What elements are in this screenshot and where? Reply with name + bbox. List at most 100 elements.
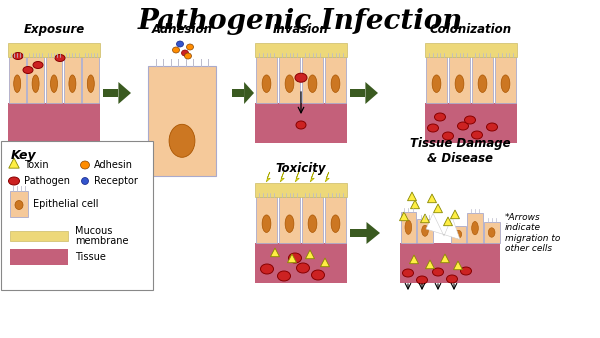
Polygon shape xyxy=(454,261,463,270)
Text: Mucous
membrane: Mucous membrane xyxy=(75,225,128,246)
Text: *Arrows
indicate
migration to
other cells: *Arrows indicate migration to other cell… xyxy=(505,213,560,253)
Polygon shape xyxy=(244,82,254,104)
Ellipse shape xyxy=(501,75,510,92)
FancyBboxPatch shape xyxy=(484,222,500,243)
Ellipse shape xyxy=(32,75,39,92)
Ellipse shape xyxy=(82,177,89,185)
FancyBboxPatch shape xyxy=(325,57,346,103)
Ellipse shape xyxy=(14,75,20,92)
Polygon shape xyxy=(325,172,329,182)
Ellipse shape xyxy=(185,53,191,59)
FancyBboxPatch shape xyxy=(46,57,62,103)
Polygon shape xyxy=(425,260,434,269)
Ellipse shape xyxy=(434,113,445,121)
FancyBboxPatch shape xyxy=(256,57,277,103)
Polygon shape xyxy=(421,214,430,223)
Text: Pathogenic Infection: Pathogenic Infection xyxy=(137,8,463,35)
Bar xyxy=(255,243,347,283)
Ellipse shape xyxy=(446,275,458,283)
FancyBboxPatch shape xyxy=(256,197,277,243)
Text: Adhesion: Adhesion xyxy=(151,23,212,36)
FancyBboxPatch shape xyxy=(279,197,300,243)
Text: Epithelial cell: Epithelial cell xyxy=(33,199,98,209)
Ellipse shape xyxy=(88,75,94,92)
Ellipse shape xyxy=(403,269,413,277)
Text: Tissue Damage
& Disease: Tissue Damage & Disease xyxy=(410,137,511,165)
Bar xyxy=(255,183,347,197)
Ellipse shape xyxy=(308,75,317,92)
Polygon shape xyxy=(451,210,460,219)
Ellipse shape xyxy=(169,124,195,157)
Ellipse shape xyxy=(433,268,443,276)
Bar xyxy=(350,89,365,97)
Bar xyxy=(103,89,118,97)
FancyBboxPatch shape xyxy=(10,191,28,217)
Ellipse shape xyxy=(427,124,439,132)
Ellipse shape xyxy=(173,47,179,53)
Polygon shape xyxy=(443,217,452,226)
Polygon shape xyxy=(287,254,296,263)
Ellipse shape xyxy=(422,225,428,236)
Polygon shape xyxy=(426,213,460,240)
Ellipse shape xyxy=(182,50,188,56)
FancyBboxPatch shape xyxy=(325,197,346,243)
FancyBboxPatch shape xyxy=(64,57,81,103)
Ellipse shape xyxy=(262,75,271,92)
Ellipse shape xyxy=(55,54,65,62)
Polygon shape xyxy=(367,222,380,244)
Ellipse shape xyxy=(464,116,476,124)
FancyBboxPatch shape xyxy=(148,66,216,176)
Ellipse shape xyxy=(308,215,317,233)
Text: Key: Key xyxy=(11,149,37,162)
Text: Toxin: Toxin xyxy=(24,160,49,170)
Ellipse shape xyxy=(331,215,340,233)
Ellipse shape xyxy=(277,271,290,281)
FancyBboxPatch shape xyxy=(417,218,433,243)
Text: Toxicity: Toxicity xyxy=(276,162,326,175)
Polygon shape xyxy=(365,82,378,104)
Bar xyxy=(425,103,517,143)
Text: Receptor: Receptor xyxy=(94,176,138,186)
Polygon shape xyxy=(280,172,284,182)
FancyBboxPatch shape xyxy=(451,225,466,243)
FancyBboxPatch shape xyxy=(9,57,26,103)
Polygon shape xyxy=(295,172,299,182)
Polygon shape xyxy=(440,254,449,263)
Ellipse shape xyxy=(8,177,19,185)
Polygon shape xyxy=(409,255,419,264)
Ellipse shape xyxy=(295,73,307,82)
Ellipse shape xyxy=(478,75,487,92)
Ellipse shape xyxy=(15,200,23,210)
FancyBboxPatch shape xyxy=(449,57,470,103)
Ellipse shape xyxy=(289,253,302,263)
Ellipse shape xyxy=(285,215,294,233)
Bar xyxy=(350,229,367,237)
Polygon shape xyxy=(118,82,131,104)
Polygon shape xyxy=(407,192,416,201)
Ellipse shape xyxy=(80,161,89,169)
Polygon shape xyxy=(427,194,437,203)
Text: Pathogen: Pathogen xyxy=(24,176,70,186)
Polygon shape xyxy=(9,158,19,168)
Text: Invasion: Invasion xyxy=(273,23,329,36)
FancyBboxPatch shape xyxy=(472,57,493,103)
FancyBboxPatch shape xyxy=(467,213,483,243)
Ellipse shape xyxy=(472,221,478,235)
Polygon shape xyxy=(310,172,314,182)
Ellipse shape xyxy=(487,123,497,131)
Ellipse shape xyxy=(472,131,482,139)
Text: Exposure: Exposure xyxy=(23,23,85,36)
Polygon shape xyxy=(266,172,270,182)
Ellipse shape xyxy=(458,122,469,130)
Polygon shape xyxy=(320,258,329,267)
Ellipse shape xyxy=(443,132,454,140)
Ellipse shape xyxy=(33,62,43,69)
Bar xyxy=(425,43,517,57)
Ellipse shape xyxy=(416,276,427,284)
Bar xyxy=(255,43,347,57)
Bar xyxy=(8,43,100,57)
Ellipse shape xyxy=(285,75,294,92)
FancyBboxPatch shape xyxy=(401,212,416,243)
Bar xyxy=(8,103,100,143)
Text: Tissue: Tissue xyxy=(75,252,106,262)
